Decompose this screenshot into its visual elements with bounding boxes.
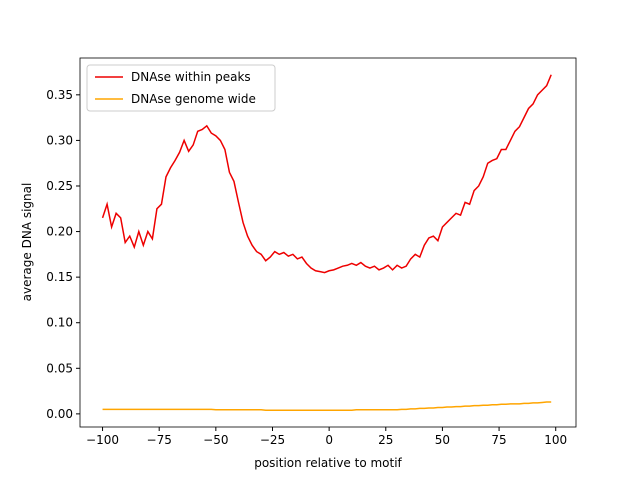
x-axis-label: position relative to motif (254, 456, 402, 470)
y-tick-label: 0.35 (46, 88, 73, 102)
x-tick-label: −75 (147, 433, 172, 447)
y-tick-label: 0.05 (46, 361, 73, 375)
x-tick-label: 100 (544, 433, 567, 447)
x-tick-label: 25 (378, 433, 393, 447)
x-tick-label: 0 (325, 433, 333, 447)
data-line (101, 74, 552, 274)
y-tick-label: 0.25 (46, 179, 73, 193)
y-axis-label: average DNA signal (20, 183, 34, 302)
y-tick-label: 0.20 (46, 225, 73, 239)
y-tick-label: 0.15 (46, 270, 73, 284)
x-tick-label: −50 (203, 433, 228, 447)
plot-frame (79, 57, 577, 428)
legend: DNAse within peaks DNAse genome wide (86, 64, 276, 112)
x-tick-label: −100 (86, 433, 119, 447)
y-tick-label: 0.00 (46, 407, 73, 421)
legend-label: DNAse within peaks (131, 70, 251, 84)
x-tick-label: 50 (435, 433, 450, 447)
data-line (102, 401, 552, 411)
x-tick-label: 75 (491, 433, 506, 447)
y-tick-label: 0.10 (46, 316, 73, 330)
y-tick-label: 0.30 (46, 133, 73, 147)
legend-frame (86, 64, 276, 112)
legend-label: DNAse genome wide (131, 92, 256, 106)
x-tick-label: −25 (260, 433, 285, 447)
